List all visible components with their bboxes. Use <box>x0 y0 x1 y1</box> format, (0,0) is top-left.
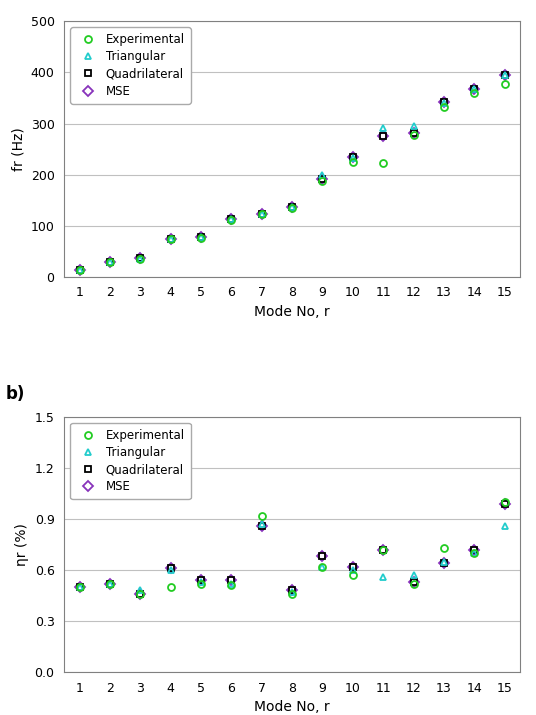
Y-axis label: fr (Hz): fr (Hz) <box>11 127 25 171</box>
Y-axis label: ηr (%): ηr (%) <box>15 523 29 566</box>
X-axis label: Mode No, r: Mode No, r <box>254 305 330 319</box>
Legend: Experimental, Triangular, Quadrilateral, MSE: Experimental, Triangular, Quadrilateral,… <box>70 423 191 499</box>
Text: b): b) <box>5 385 25 403</box>
Legend: Experimental, Triangular, Quadrilateral, MSE: Experimental, Triangular, Quadrilateral,… <box>70 27 191 104</box>
X-axis label: Mode No, r: Mode No, r <box>254 701 330 714</box>
